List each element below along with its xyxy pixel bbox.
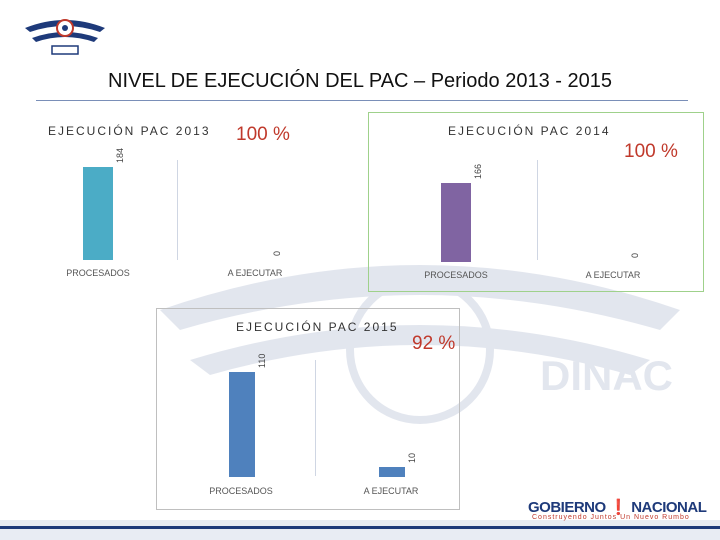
chart-2013-divider (177, 160, 178, 260)
chart-2015-percentage: 92 % (412, 333, 456, 354)
gobierno-tagline: Construyendo Juntos Un Nuevo Rumbo (532, 514, 690, 521)
nacional-word: NACIONAL (631, 499, 707, 516)
chart-2013-category-procesados: PROCESADOS (66, 268, 130, 278)
footer-strip (0, 520, 720, 540)
dinac-logo (25, 19, 105, 55)
chart-2014-category-procesados: PROCESADOS (424, 270, 488, 280)
chart-2014-frame (368, 112, 704, 292)
chart-2013-title: EJECUCIÓN PAC 2013 (48, 124, 211, 138)
chart-2014-title: EJECUCIÓN PAC 2014 (448, 124, 611, 138)
gobierno-nacional-logo: GOBIERNO ❗ NACIONAL (528, 498, 707, 516)
chart-2015-bar-procesados (229, 372, 255, 477)
dinac-watermark: DINAC (160, 265, 680, 424)
chart-2015-frame (156, 308, 460, 510)
chart-2014-value-a-ejecutar: 0 (630, 252, 640, 258)
chart-2015-value-procesados: 110 (257, 353, 267, 368)
chart-2014-percentage: 100 % (620, 140, 682, 164)
page-title: NIVEL DE EJECUCIÓN DEL PAC – Periodo 201… (108, 70, 612, 92)
title-divider (36, 100, 688, 101)
chart-2015-title: EJECUCIÓN PAC 2015 (236, 320, 399, 334)
gobierno-word: GOBIERNO (528, 499, 606, 516)
chart-2015-category-a-ejecutar: A EJECUTAR (363, 486, 419, 496)
footer-line (0, 526, 720, 529)
chart-2015-category-procesados: PROCESADOS (209, 486, 273, 496)
chart-2013-value-procesados: 184 (115, 147, 125, 163)
chart-2014-bar-procesados (441, 183, 471, 262)
chart-2015-bar-a-ejecutar (379, 467, 405, 477)
chart-2014-category-a-ejecutar: A EJECUTAR (585, 270, 641, 280)
chart-2013-value-a-ejecutar: 0 (272, 250, 282, 256)
chart-2013-percentage: 100 % (236, 124, 290, 145)
svg-text:DINAC: DINAC (540, 352, 673, 399)
flag-icon: ❗ (609, 499, 628, 516)
chart-2014-divider (537, 160, 538, 260)
chart-2013-bar-procesados (83, 167, 113, 260)
chart-2015-value-a-ejecutar: 10 (407, 453, 417, 464)
chart-2014-value-procesados: 166 (473, 163, 483, 179)
chart-2013-category-a-ejecutar: A EJECUTAR (227, 268, 283, 278)
chart-2015-divider (315, 360, 316, 476)
